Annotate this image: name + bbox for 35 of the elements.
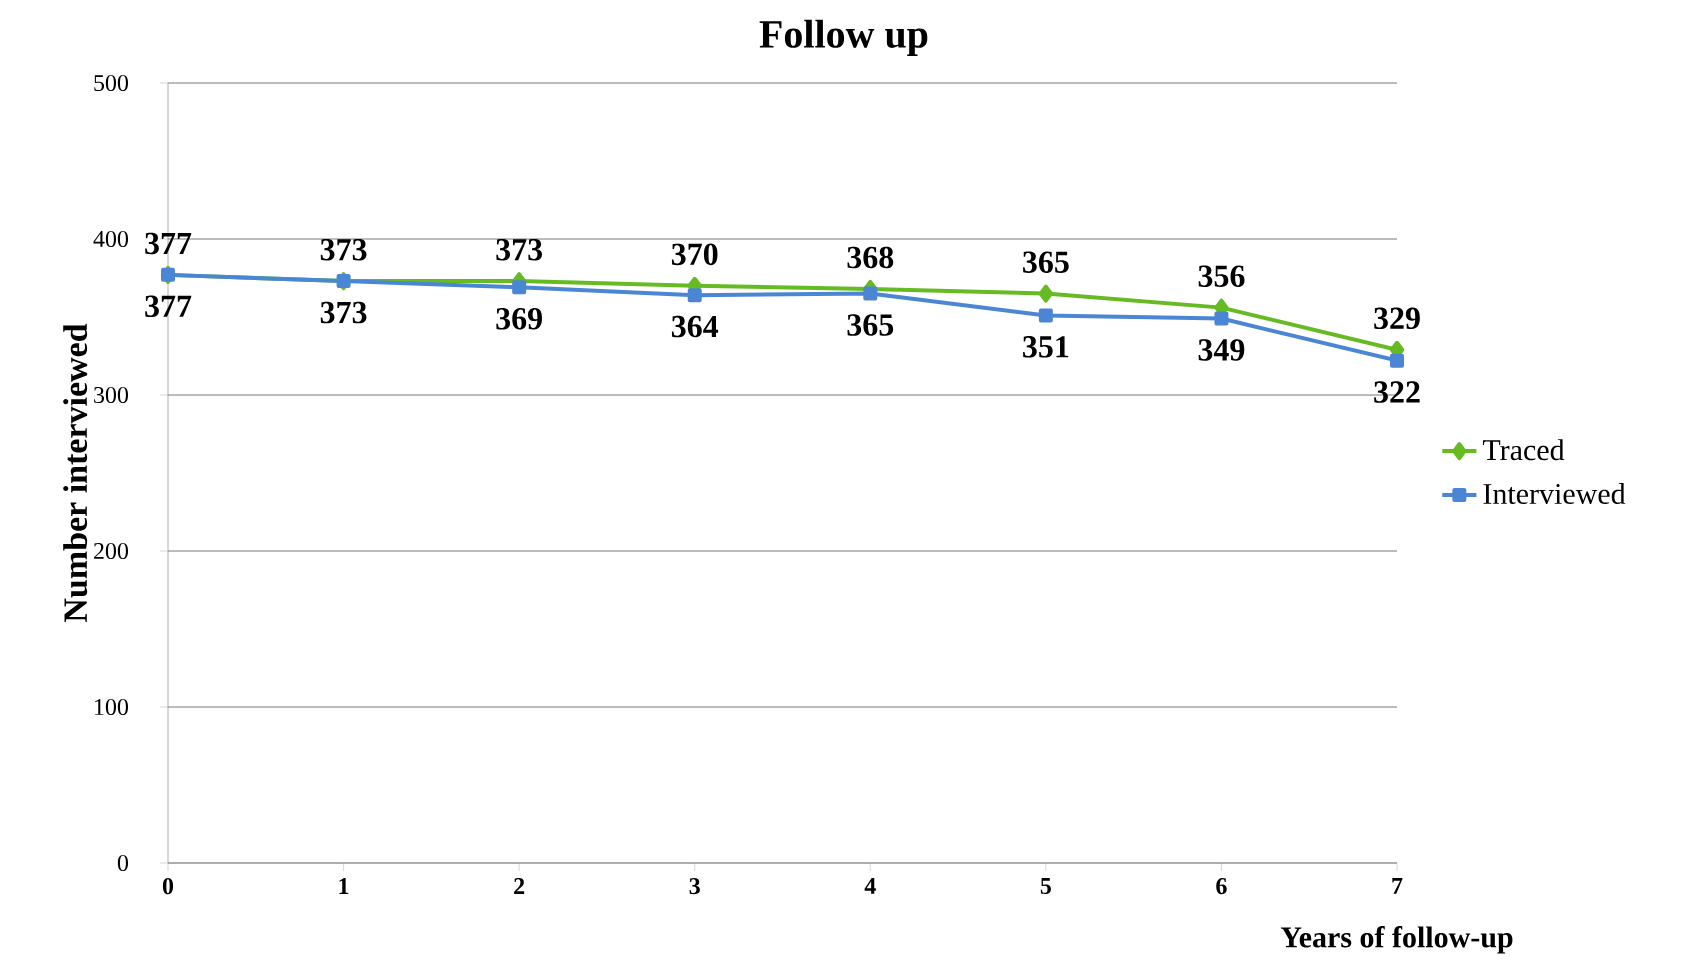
x-tick-label: 5 <box>1040 878 1051 894</box>
x-tick-label: 3 <box>689 878 700 895</box>
data-label: 364 <box>671 315 719 338</box>
y-tick-label: 0 <box>117 854 129 872</box>
y-tick-label: 200 <box>94 542 129 560</box>
data-label: 368 <box>847 246 894 269</box>
data-label: 377 <box>145 232 192 255</box>
y-tick-label: 500 <box>94 74 129 92</box>
y-axis-title: Number interviewed <box>63 323 88 622</box>
data-label: 369 <box>496 308 542 330</box>
x-axis-title: Years of follow-up <box>1280 926 1513 954</box>
data-label: 365 <box>847 314 894 336</box>
chart-title: Follow up <box>759 19 928 56</box>
legend-label: Interviewed <box>1483 483 1626 505</box>
data-label: 377 <box>145 295 192 318</box>
x-tick-label: 7 <box>1392 878 1403 894</box>
data-label: 329 <box>1374 307 1420 330</box>
y-tick-label: 300 <box>94 386 129 404</box>
data-label: 322 <box>1374 381 1420 403</box>
y-tick-label: 100 <box>95 698 129 716</box>
x-tick-label: 4 <box>864 878 876 894</box>
data-label: 373 <box>320 301 367 324</box>
x-tick-label: 6 <box>1216 878 1227 895</box>
x-tick-label: 1 <box>339 878 349 894</box>
x-tick-label: 2 <box>514 878 525 894</box>
data-label: 373 <box>320 238 367 261</box>
data-label: 370 <box>671 243 718 266</box>
data-label: 356 <box>1198 265 1245 287</box>
legend-label: Traced <box>1482 439 1565 461</box>
x-tick-label: 0 <box>162 878 174 895</box>
data-label: 365 <box>1023 251 1069 273</box>
data-label: 373 <box>496 238 543 261</box>
y-tick-label: 400 <box>93 230 129 248</box>
data-label: 349 <box>1198 339 1245 361</box>
data-label: 351 <box>1023 336 1069 358</box>
